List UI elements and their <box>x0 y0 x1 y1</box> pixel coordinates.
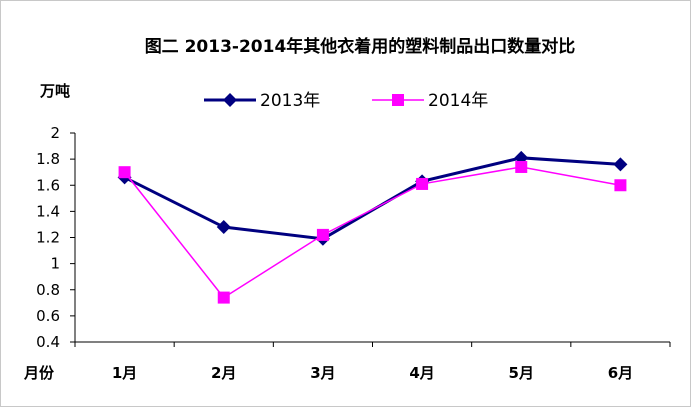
legend-marker-2014 <box>392 94 404 106</box>
legend: 2013年 2014年 <box>204 91 488 111</box>
y-tick-label: 1 <box>50 255 60 273</box>
data-point-diamond <box>216 220 231 235</box>
data-point-square <box>118 166 131 179</box>
x-axis-ticks: 1月 2月 3月 4月 5月 6月 <box>74 342 671 382</box>
y-tick-label: 2 <box>50 124 60 142</box>
data-point-diamond <box>613 157 628 172</box>
x-tick-label: 4月 <box>409 364 434 382</box>
y-tick-label: 1.8 <box>36 150 60 168</box>
y-tick-label: 1.4 <box>36 202 60 220</box>
series-line <box>123 156 621 241</box>
y-axis-ticks: 2 1.8 1.6 1.4 1.2 1 0.8 0.6 0.4 <box>36 124 75 351</box>
legend-label-2014: 2014年 <box>428 91 488 111</box>
x-tick-label: 2月 <box>211 364 236 382</box>
legend-marker-2013 <box>223 93 237 107</box>
x-tick-label: 6月 <box>608 364 633 382</box>
data-point-square <box>217 291 230 304</box>
y-axis-unit: 万吨 <box>39 82 70 100</box>
y-tick-label: 0.6 <box>36 307 60 325</box>
y-tick-label: 1.2 <box>36 229 60 247</box>
legend-label-2013: 2013年 <box>260 91 320 111</box>
series-2013年 <box>117 150 628 246</box>
series-layer <box>117 150 628 304</box>
y-tick-label: 1.6 <box>36 176 60 194</box>
data-point-square <box>416 177 429 190</box>
x-tick-label: 3月 <box>310 364 335 382</box>
x-axis-label: 月份 <box>23 364 55 382</box>
data-point-square <box>515 160 528 173</box>
data-point-square <box>614 179 627 192</box>
series-2014年 <box>118 160 627 304</box>
y-tick-label: 0.8 <box>36 281 60 299</box>
x-tick-label: 5月 <box>509 364 534 382</box>
axes <box>74 133 670 343</box>
data-point-square <box>316 228 329 241</box>
series-line <box>123 166 621 299</box>
chart-title: 图二 2013-2014年其他衣着用的塑料制品出口数量对比 <box>145 36 576 57</box>
y-tick-label: 0.4 <box>36 333 60 351</box>
x-tick-label: 1月 <box>112 364 137 382</box>
